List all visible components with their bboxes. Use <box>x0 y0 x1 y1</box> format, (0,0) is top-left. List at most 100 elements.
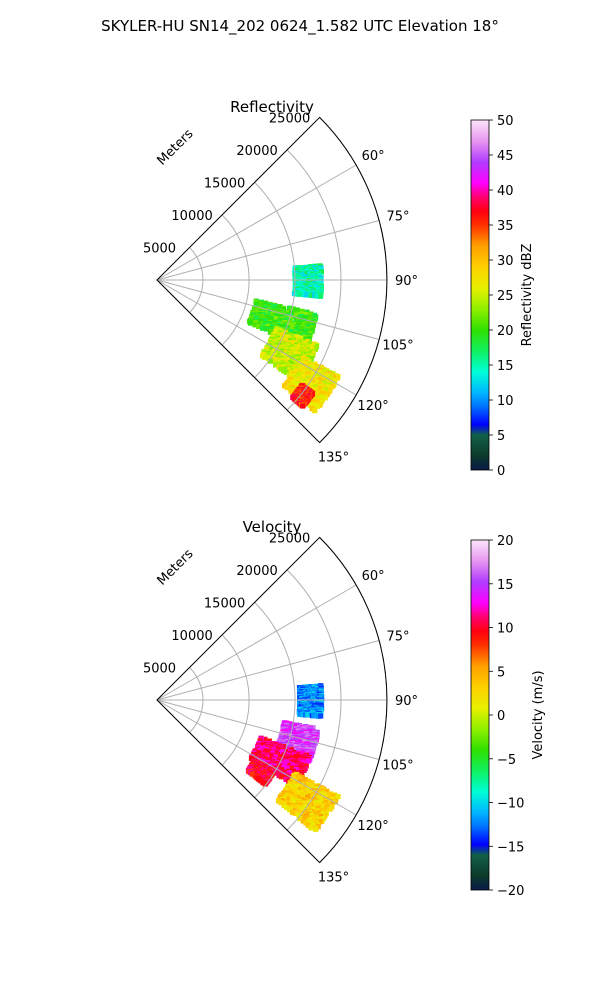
reflectivity-colorbar-ticks: 0 5 10 15 20 25 30 35 40 45 50 <box>489 114 514 479</box>
echo-bin <box>308 794 314 800</box>
echo-bin <box>284 805 290 811</box>
velocity-range-label: Meters <box>155 546 197 588</box>
echo-bin <box>297 755 303 761</box>
echo-bin <box>326 793 332 799</box>
echo-bin <box>273 316 279 322</box>
echo-bin <box>291 800 297 806</box>
echo-bin <box>262 781 268 787</box>
echo-bin <box>292 313 298 319</box>
reflectivity-grid <box>156 116 388 444</box>
echo-bin <box>278 749 284 755</box>
velocity-colorbar-label: Velocity (m/s) <box>531 670 546 759</box>
echo-bin <box>308 372 314 378</box>
reflectivity-ticks: 5000 10000 15000 20000 25000 60° 75° 90° 105° 120… <box>143 111 418 465</box>
colorbar-tick-label: 5 <box>497 429 505 444</box>
echo-bin <box>297 338 303 344</box>
echo-bin <box>305 794 311 800</box>
radial-gridline <box>156 279 357 396</box>
echo-bin <box>257 301 263 307</box>
echo-bin <box>287 807 293 813</box>
colorbar-tick-label: −20 <box>497 884 524 899</box>
echo-bin <box>288 791 294 797</box>
echo-bin <box>318 798 324 804</box>
echo-bin <box>253 301 259 307</box>
echo-bin <box>289 809 296 816</box>
echo-bin <box>301 321 307 327</box>
echo-bin <box>263 326 269 332</box>
echo-bin <box>330 375 336 381</box>
echo-bin <box>278 366 284 372</box>
angle-tick-label: 90° <box>395 274 418 289</box>
reflectivity-range-label: Meters <box>155 126 197 168</box>
echo-bin <box>248 320 254 326</box>
angle-tick-label: 90° <box>395 694 418 709</box>
echo-bin <box>281 349 287 355</box>
echo-bin <box>304 292 310 298</box>
range-tick-label: 5000 <box>143 242 176 257</box>
echo-bin <box>299 750 305 756</box>
echo-bin <box>311 796 317 802</box>
echo-bin <box>300 811 307 817</box>
echo-bin <box>334 375 341 381</box>
echo-bin <box>300 818 306 824</box>
echo-bin <box>314 403 320 409</box>
range-tick-label: 10000 <box>171 209 212 224</box>
range-tick-label: 10000 <box>171 629 212 644</box>
angle-tick-label: 60° <box>362 569 385 584</box>
radial-gridline <box>156 164 357 281</box>
reflectivity-colorbar-label: Reflectivity dBZ <box>520 244 535 347</box>
echo-bin <box>301 315 308 321</box>
echo-bin <box>293 810 299 816</box>
colorbar-tick-label: 15 <box>497 359 514 374</box>
sector-outline <box>156 116 388 444</box>
colorbar-tick-label: 5 <box>497 665 505 680</box>
echo-bin <box>278 774 285 780</box>
range-tick-label: 25000 <box>269 111 310 126</box>
echo-bin <box>319 803 325 809</box>
echo-bin <box>285 802 291 808</box>
angle-tick-label: 135° <box>318 451 349 466</box>
echo-bin <box>273 770 279 776</box>
echo-bin <box>305 712 311 718</box>
echo-bin <box>262 737 268 744</box>
echo-bin <box>266 308 272 314</box>
echo-bin <box>291 752 297 758</box>
echo-region <box>291 263 324 299</box>
echo-bin <box>278 800 284 806</box>
colorbar-tick-label: −15 <box>497 840 524 855</box>
colorbar-tick-label: 20 <box>497 534 514 549</box>
angle-tick-label: 120° <box>357 399 388 414</box>
echo-bin <box>296 813 302 819</box>
echo-bin <box>305 758 311 764</box>
reflectivity-panel: Reflectivity 5000 10000 15000 20000 25000 60°… <box>143 98 535 479</box>
echo-bin <box>308 825 314 831</box>
angle-tick-label: 105° <box>382 339 413 354</box>
echo-bin <box>322 395 328 401</box>
colorbar-tick-label: 25 <box>497 289 514 304</box>
angle-tick-label: 105° <box>382 759 413 774</box>
echo-bin <box>324 379 330 385</box>
colorbar-tick-label: 45 <box>497 149 514 164</box>
echo-bin <box>308 356 314 362</box>
colorbar-tick-label: −5 <box>497 753 516 768</box>
echo-bin <box>296 356 302 362</box>
angle-tick-label: 120° <box>357 819 388 834</box>
echo-bin <box>324 368 330 374</box>
echo-bin <box>312 377 318 383</box>
range-tick-label: 5000 <box>143 662 176 677</box>
echo-bin <box>292 794 298 800</box>
echo-bin <box>311 713 317 719</box>
radial-gridline <box>156 584 357 701</box>
echo-bin <box>297 362 303 368</box>
colorbar-tick-label: 35 <box>497 219 514 234</box>
radial-gridline <box>156 699 357 816</box>
echo-bin <box>256 323 262 329</box>
echo-bin <box>295 794 301 800</box>
echo-bin <box>290 322 296 328</box>
echo-bin <box>252 322 258 328</box>
colorbar-tick-label: −10 <box>497 797 524 812</box>
colorbar-tick-label: 0 <box>497 709 505 724</box>
echo-bin <box>249 771 255 777</box>
echo-bin <box>267 358 274 364</box>
